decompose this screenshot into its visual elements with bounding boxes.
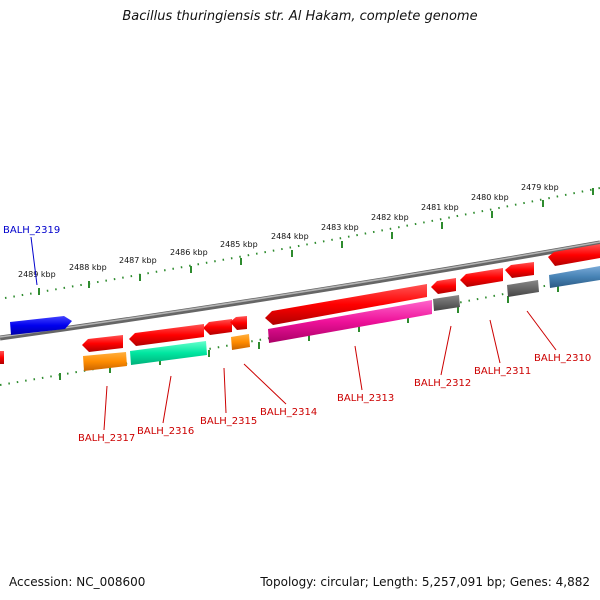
gene-label-balh-2311: BALH_2311 bbox=[474, 366, 531, 377]
gene-label-balh-2313: BALH_2313 bbox=[337, 393, 394, 404]
gene-arrow-balh-2314 bbox=[203, 319, 232, 335]
kbp-label-2486: 2486 kbp bbox=[170, 248, 208, 257]
reverse-strand-genes bbox=[0, 244, 600, 364]
gene-label-balh-2310: BALH_2310 bbox=[534, 353, 591, 364]
feature-block-gray-2 bbox=[433, 295, 460, 311]
genome-backbone bbox=[0, 240, 600, 341]
feature-block-pink bbox=[268, 300, 432, 343]
kbp-label-2484: 2484 kbp bbox=[271, 232, 309, 241]
kbp-label-2487: 2487 kbp bbox=[119, 256, 157, 265]
feature-block-teal bbox=[130, 341, 207, 365]
map-title: Bacillus thuringiensis str. Al Hakam, co… bbox=[122, 9, 478, 24]
gene-label-balh-2314: BALH_2314 bbox=[260, 407, 317, 418]
feature-blocks bbox=[83, 266, 600, 371]
feature-block-orange-small bbox=[231, 334, 250, 350]
gene-arrow-balh-2316 bbox=[129, 324, 204, 346]
topology-label: Topology: circular; Length: 5,257,091 bp… bbox=[260, 575, 590, 589]
gene-arrow-balh-2310 bbox=[548, 244, 600, 266]
gene-labels: BALH_2319 BALH_2310 BALH_2311 BALH_2312 … bbox=[3, 225, 591, 444]
gene-label-balh-2319: BALH_2319 bbox=[3, 225, 60, 236]
kbp-labels: 2479 kbp 2480 kbp 2481 kbp 2482 kbp 2483… bbox=[18, 183, 559, 279]
accession-label: Accession: NC_008600 bbox=[9, 575, 146, 589]
gene-arrow-balh-2312 bbox=[431, 278, 456, 294]
gene-arrow-balh-2313 bbox=[265, 284, 427, 325]
gene-label-balh-2317: BALH_2317 bbox=[78, 433, 135, 444]
kbp-label-2480: 2480 kbp bbox=[471, 193, 509, 202]
label-leader-lines bbox=[30, 236, 557, 431]
gene-arrow-balh-2315 bbox=[230, 316, 247, 330]
gene-arrow-balh-2317 bbox=[82, 335, 123, 352]
kbp-label-2488: 2488 kbp bbox=[69, 263, 107, 272]
kbp-label-2481: 2481 kbp bbox=[421, 203, 459, 212]
kbp-label-2479: 2479 kbp bbox=[521, 183, 559, 192]
kbp-label-2483: 2483 kbp bbox=[321, 223, 359, 232]
gene-label-balh-2315: BALH_2315 bbox=[200, 416, 257, 427]
kbp-label-2489: 2489 kbp bbox=[18, 270, 56, 279]
kbp-label-2485: 2485 kbp bbox=[220, 240, 258, 249]
gene-label-balh-2316: BALH_2316 bbox=[137, 426, 194, 437]
gene-arrow-balh-2319 bbox=[10, 316, 72, 335]
gene-arrow-balh-2311b bbox=[460, 268, 503, 287]
feature-block-gray-1 bbox=[507, 280, 539, 297]
feature-block-orange bbox=[83, 352, 127, 371]
gene-label-balh-2312: BALH_2312 bbox=[414, 378, 471, 389]
kbp-label-2482: 2482 kbp bbox=[371, 213, 409, 222]
genome-backbone-highlight bbox=[0, 241, 600, 338]
gene-arrow-balh-2311 bbox=[505, 262, 534, 278]
feature-block-steel bbox=[549, 266, 600, 288]
gene-arrow-edge bbox=[0, 351, 4, 364]
outer-tick-row bbox=[4, 187, 600, 299]
